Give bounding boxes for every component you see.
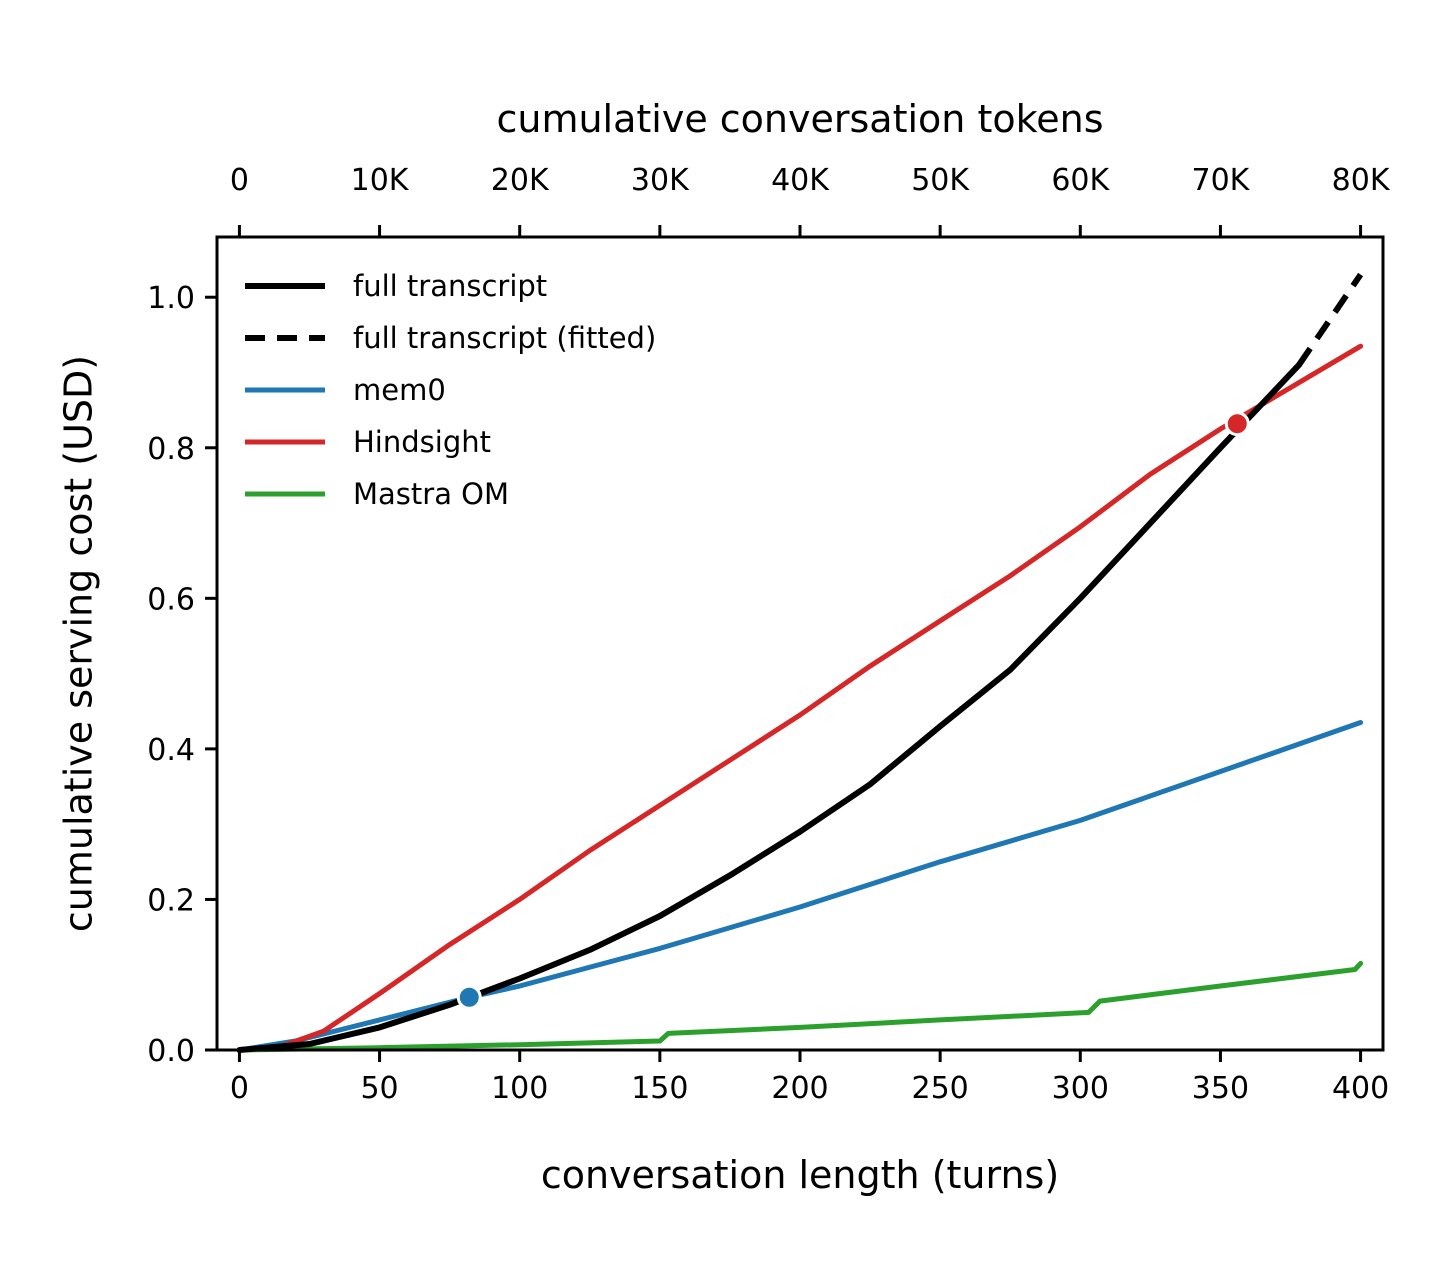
crossover-marker-hindsight (1224, 411, 1250, 437)
series-line-hindsight (236, 343, 1364, 1053)
x-tick-label: 100 (491, 1071, 548, 1106)
marker-layer (456, 411, 1250, 1010)
legend-label-full-transcript: full transcript (353, 269, 547, 303)
y-tick-label: 0.4 (147, 733, 195, 768)
x-tick-label: 350 (1192, 1071, 1249, 1106)
x-tick-label: 250 (912, 1071, 969, 1106)
top-axis-ticks: 0 10K 20K 30K 40K 50K 60K 70K 80K (230, 163, 1391, 237)
top-tick-label: 50K (911, 163, 970, 198)
series-line-mastra-om (236, 960, 1364, 1053)
series-layer (236, 272, 1364, 1053)
y-tick-label: 0.2 (147, 883, 195, 918)
top-tick-label: 70K (1192, 163, 1251, 198)
y-axis-label: cumulative serving cost (USD) (56, 355, 100, 932)
y-tick-label: 0.6 (147, 582, 195, 617)
top-tick-label: 60K (1051, 163, 1110, 198)
top-tick-label: 20K (491, 163, 550, 198)
series-line-mem0 (236, 720, 1364, 1053)
y-axis-ticks: 0.0 0.2 0.4 0.6 0.8 1.0 (147, 281, 217, 1069)
series-line-full-transcript (236, 362, 1302, 1053)
x-tick-label: 150 (631, 1071, 688, 1106)
y-tick-label: 1.0 (147, 281, 195, 316)
x-tick-label: 200 (771, 1071, 828, 1106)
y-tick-label: 0.0 (147, 1034, 195, 1069)
top-axis-label: cumulative conversation tokens (496, 97, 1103, 141)
x-axis-ticks: 0 50 100 150 200 250 300 350 400 (230, 1050, 1389, 1106)
x-tick-label: 0 (230, 1071, 249, 1106)
y-tick-label: 0.8 (147, 432, 195, 467)
series-line-full-transcript-fitted (1296, 272, 1364, 367)
top-tick-label: 10K (351, 163, 410, 198)
x-axis-label: conversation length (turns) (541, 1153, 1059, 1197)
legend-label-hindsight: Hindsight (353, 425, 491, 459)
legend-label-mem0: mem0 (353, 373, 446, 407)
top-tick-label: 80K (1332, 163, 1391, 198)
top-tick-label: 40K (771, 163, 830, 198)
top-tick-label: 0 (230, 163, 249, 198)
legend-label-mastra-om: Mastra OM (353, 477, 509, 511)
x-tick-label: 300 (1052, 1071, 1109, 1106)
legend: full transcript full transcript (fitted) m… (245, 269, 656, 511)
x-tick-label: 50 (360, 1071, 398, 1106)
crossover-marker-mem0 (456, 984, 482, 1010)
legend-label-full-transcript-fitted: full transcript (fitted) (353, 321, 656, 355)
x-tick-label: 400 (1332, 1071, 1389, 1106)
top-tick-label: 30K (631, 163, 690, 198)
plot-frame (215, 235, 1385, 1052)
